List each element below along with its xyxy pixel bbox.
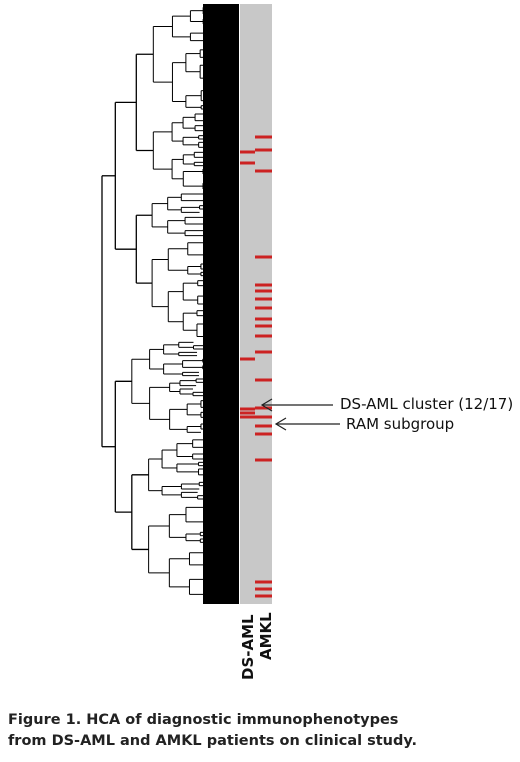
marker-amkl [255,283,272,287]
arrow-ds-aml-cluster [260,398,333,412]
marker-amkl [255,148,272,152]
marker-amkl [255,458,272,462]
marker-ds-aml [240,411,255,415]
marker-ds-aml [240,357,255,361]
marker-amkl [255,334,272,338]
marker-amkl [255,432,272,436]
marker-ds-aml [240,161,255,165]
annotation-ds-aml-cluster: DS-AML cluster (12/17) [340,395,514,413]
column-label-amkl: AMKL [257,612,275,660]
heatmap-column-ds-aml [240,4,255,604]
annotation-ram-subgroup: RAM subgroup [346,415,455,433]
figure-caption-line2: from DS-AML and AMKL patients on clinica… [8,733,418,749]
marker-ds-aml [240,407,255,411]
marker-ds-aml [240,150,255,154]
marker-amkl [255,317,272,321]
marker-amkl [255,306,272,310]
marker-amkl [255,406,272,410]
figure-caption-line1: Figure 1. HCA of diagnostic immunophenot… [8,712,399,728]
dendrogram-leaf-band [203,4,239,604]
heatmap-markers [240,135,272,598]
marker-ds-aml [240,415,255,419]
marker-amkl [255,415,272,419]
marker-amkl [255,594,272,598]
marker-amkl [255,169,272,173]
marker-amkl [255,324,272,328]
column-label-ds-aml: DS-AML [239,614,257,680]
marker-amkl [255,135,272,139]
marker-amkl [255,297,272,301]
marker-amkl [255,255,272,259]
marker-amkl [255,424,272,428]
marker-amkl [255,350,272,354]
arrow-ram-subgroup [274,417,340,431]
marker-amkl [255,580,272,584]
heatmap-column-amkl [255,4,272,604]
marker-amkl [255,587,272,591]
marker-amkl [255,289,272,293]
marker-amkl [255,378,272,382]
